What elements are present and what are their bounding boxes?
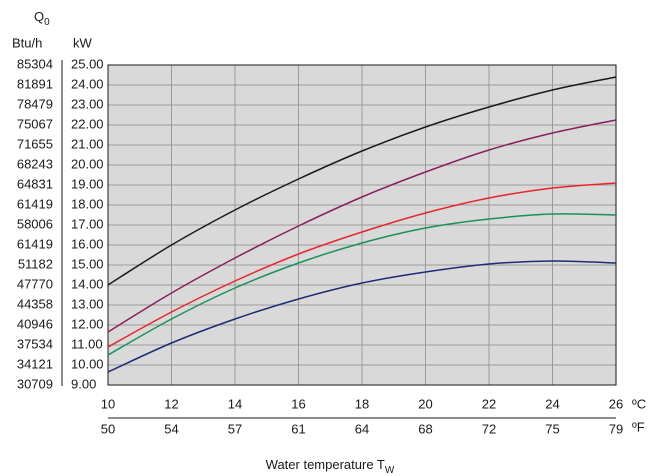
x-tick-label: 20 bbox=[418, 396, 432, 411]
x2-tick-label: 57 bbox=[228, 421, 242, 436]
y-label-main: Q bbox=[34, 9, 44, 24]
x2-unit: ºF bbox=[632, 419, 645, 434]
y2-tick-label: 37534 bbox=[17, 336, 53, 351]
y-tick-label: 14.00 bbox=[71, 276, 104, 291]
y-tick-label: 11.00 bbox=[71, 336, 103, 351]
series-line bbox=[107, 76, 617, 286]
y-tick-label: 23.00 bbox=[71, 96, 104, 111]
y2-tick-label: 71655 bbox=[17, 136, 53, 151]
y-tick-label: 10.00 bbox=[71, 356, 104, 371]
y2-tick-label: 61419 bbox=[17, 196, 53, 211]
y-title: kW bbox=[73, 35, 93, 50]
x-tick-label: 18 bbox=[355, 396, 369, 411]
y-tick-label: 22.00 bbox=[71, 116, 104, 131]
series-line bbox=[107, 213, 617, 356]
y-label-sub: 0 bbox=[44, 17, 50, 28]
y2-tick-label: 64831 bbox=[17, 176, 53, 191]
y-tick-label: 20.00 bbox=[71, 156, 104, 171]
y-tick-label: 12.00 bbox=[71, 316, 104, 331]
x-label-sub: W bbox=[385, 465, 395, 476]
x-tick-label: 22 bbox=[482, 396, 496, 411]
x2-tick-label: 79 bbox=[609, 421, 623, 436]
x-tick-label: 14 bbox=[228, 396, 242, 411]
y-tick-label: 13.00 bbox=[71, 296, 104, 311]
y2-tick-label: 85304 bbox=[17, 56, 53, 71]
y2-tick-label: 78479 bbox=[17, 96, 53, 111]
x-tick-label: 16 bbox=[291, 396, 305, 411]
y-tick-label: 24.00 bbox=[71, 76, 104, 91]
y-tick-label: 18.00 bbox=[71, 196, 104, 211]
x2-tick-label: 54 bbox=[164, 421, 178, 436]
y-tick-label: 25.00 bbox=[71, 56, 104, 71]
x2-tick-label: 68 bbox=[418, 421, 432, 436]
y2-tick-label: 47770 bbox=[17, 276, 53, 291]
y-tick-label: 17.00 bbox=[71, 216, 104, 231]
y2-tick-label: 34121 bbox=[17, 356, 53, 371]
x-label-main: Water temperature T bbox=[266, 457, 385, 472]
y2-tick-label: 81891 bbox=[17, 76, 53, 91]
x2-tick-label: 50 bbox=[101, 421, 115, 436]
y2-tick-label: 40946 bbox=[17, 316, 53, 331]
y2-tick-label: 51182 bbox=[18, 256, 53, 271]
y2-tick-label: 44358 bbox=[17, 296, 53, 311]
y2-title: Btu/h bbox=[12, 35, 42, 50]
x-tick-label: 26 bbox=[609, 396, 623, 411]
x-label: Water temperature TW bbox=[266, 457, 395, 475]
y-tick-label: 19.00 bbox=[71, 176, 104, 191]
x-tick-label: 24 bbox=[545, 396, 559, 411]
y-tick-label: 15.00 bbox=[71, 256, 104, 271]
x-tick-label: 10 bbox=[101, 396, 115, 411]
y-tick-label: 9.00 bbox=[71, 376, 96, 391]
series-line bbox=[107, 260, 617, 373]
y2-tick-label: 75067 bbox=[17, 116, 53, 131]
y-label: Q0 bbox=[34, 9, 50, 27]
x2-tick-label: 64 bbox=[355, 421, 369, 436]
y-tick-label: 16.00 bbox=[71, 236, 104, 251]
y2-tick-label: 61419 bbox=[17, 236, 53, 251]
x2-tick-label: 72 bbox=[482, 421, 496, 436]
series-line bbox=[107, 119, 617, 333]
x2-tick-label: 61 bbox=[291, 421, 305, 436]
plot-frame bbox=[107, 64, 617, 386]
x-tick-label: 12 bbox=[164, 396, 178, 411]
x-unit: ºC bbox=[632, 396, 646, 411]
y2-tick-label: 58006 bbox=[17, 216, 53, 231]
y2-tick-label: 68243 bbox=[17, 156, 53, 171]
series-line bbox=[107, 182, 617, 348]
x2-tick-label: 75 bbox=[545, 421, 559, 436]
y2-tick-label: 30709 bbox=[17, 376, 53, 391]
y-tick-label: 21.00 bbox=[71, 136, 104, 151]
